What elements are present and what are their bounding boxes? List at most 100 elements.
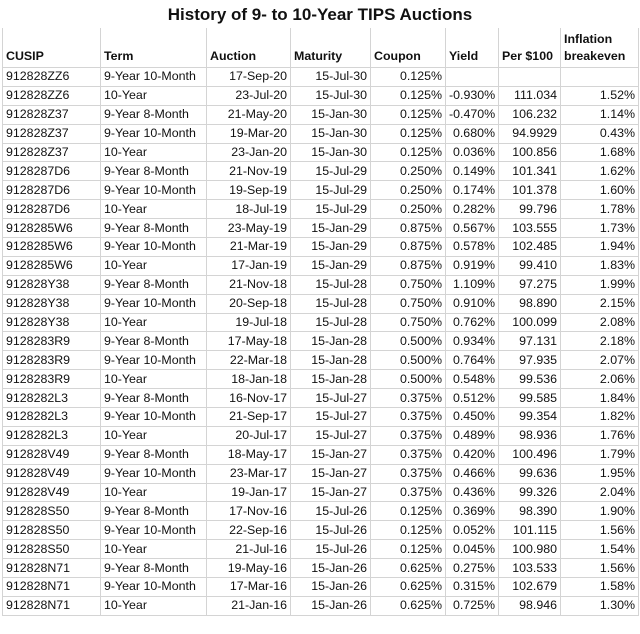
cell-maturity: 15-Jul-29 [290, 180, 371, 201]
cell-yield: 0.762% [445, 312, 499, 333]
cell-inflation-breakeven: 1.94% [560, 237, 639, 257]
cell-per-100: 99.326 [498, 482, 561, 503]
cell-coupon: 0.750% [370, 312, 446, 333]
cell-yield: 0.036% [445, 142, 499, 163]
cell-cusip: 9128287D6 [2, 180, 101, 201]
cell-inflation-breakeven: 1.60% [560, 180, 639, 201]
cell-per-100: 103.533 [498, 558, 561, 579]
cell-maturity: 15-Jan-29 [290, 218, 371, 239]
cell-auction: 17-Mar-16 [206, 577, 291, 597]
cell-yield: 0.450% [445, 407, 499, 427]
cell-inflation-breakeven: 1.14% [560, 104, 639, 125]
cell-term: 9-Year 10-Month [100, 293, 207, 314]
cell-cusip: 912828V49 [2, 482, 101, 503]
cell-cusip: 912828N71 [2, 577, 101, 597]
cell-yield: 0.369% [445, 501, 499, 522]
cell-yield: 0.919% [445, 255, 499, 276]
cell-maturity: 15-Jan-29 [290, 255, 371, 276]
cell-inflation-breakeven: 1.54% [560, 539, 639, 560]
cell-inflation-breakeven: 1.58% [560, 577, 639, 597]
cell-yield: -0.470% [445, 104, 499, 125]
cell-per-100: 99.410 [498, 255, 561, 276]
table-row: 912828S50 9-Year 8-Month 17-Nov-16 15-Jul-2… [2, 501, 639, 522]
cell-maturity: 15-Jul-27 [290, 388, 371, 409]
cell-inflation-breakeven: 1.79% [560, 444, 639, 465]
cell-auction: 21-Nov-19 [206, 161, 291, 182]
cell-per-100: 102.485 [498, 237, 561, 257]
cell-coupon: 0.875% [370, 218, 446, 239]
table-row: 912828N71 9-Year 8-Month 19-May-16 15-Jan-2… [2, 558, 639, 579]
cell-cusip: 9128285W6 [2, 218, 101, 239]
cell-yield: 0.436% [445, 482, 499, 503]
cell-coupon: 0.625% [370, 558, 446, 579]
cell-term: 9-Year 8-Month [100, 274, 207, 295]
cell-term: 9-Year 10-Month [100, 67, 207, 87]
header-per-100: Per $100 [498, 28, 561, 68]
cell-cusip: 912828ZZ6 [2, 85, 101, 106]
cell-maturity: 15-Jul-27 [290, 407, 371, 427]
header-inflation-breakeven: Inflation breakeven [560, 28, 639, 68]
cell-coupon: 0.500% [370, 369, 446, 390]
cell-coupon: 0.250% [370, 180, 446, 201]
cell-term: 10-Year [100, 255, 207, 276]
cell-inflation-breakeven: 1.99% [560, 274, 639, 295]
cell-maturity: 15-Jan-30 [290, 104, 371, 125]
cell-coupon: 0.875% [370, 237, 446, 257]
cell-maturity: 15-Jul-28 [290, 312, 371, 333]
cell-yield: 0.315% [445, 577, 499, 597]
table-row: 912828Y38 10-Year 19-Jul-18 15-Jul-28 0.750%… [2, 312, 639, 333]
cell-per-100: 99.354 [498, 407, 561, 427]
cell-inflation-breakeven: 1.78% [560, 199, 639, 220]
header-coupon: Coupon [370, 28, 446, 68]
cell-term: 10-Year [100, 425, 207, 446]
cell-per-100: 97.935 [498, 350, 561, 371]
cell-cusip: 9128282L3 [2, 425, 101, 446]
cell-cusip: 912828S50 [2, 520, 101, 541]
cell-coupon: 0.750% [370, 293, 446, 314]
table-row: 912828S50 9-Year 10-Month 22-Sep-16 15-Jul-… [2, 520, 639, 541]
cell-coupon: 0.375% [370, 425, 446, 446]
cell-maturity: 15-Jan-27 [290, 482, 371, 503]
header-maturity: Maturity [290, 28, 371, 68]
cell-per-100: 97.131 [498, 331, 561, 352]
cell-cusip: 912828Y38 [2, 293, 101, 314]
cell-per-100: 99.796 [498, 199, 561, 220]
cell-per-100: 98.936 [498, 425, 561, 446]
cell-inflation-breakeven: 1.90% [560, 501, 639, 522]
cell-maturity: 15-Jul-26 [290, 501, 371, 522]
cell-auction: 20-Sep-18 [206, 293, 291, 314]
cell-term: 9-Year 10-Month [100, 520, 207, 541]
cell-maturity: 15-Jan-28 [290, 331, 371, 352]
table-row: 912828N71 9-Year 10-Month 17-Mar-16 15-Jan-… [2, 577, 639, 597]
cell-cusip: 9128285W6 [2, 255, 101, 276]
cell-inflation-breakeven: 2.04% [560, 482, 639, 503]
table-row: 9128285W6 9-Year 10-Month 21-Mar-19 15-Jan-… [2, 237, 639, 257]
table-row: 9128285W6 9-Year 8-Month 23-May-19 15-Jan-2… [2, 218, 639, 239]
cell-per-100: 101.115 [498, 520, 561, 541]
cell-yield: 0.680% [445, 123, 499, 144]
cell-cusip: 9128283R9 [2, 369, 101, 390]
cell-auction: 16-Nov-17 [206, 388, 291, 409]
table-row: 9128283R9 9-Year 10-Month 22-Mar-18 15-Jan-… [2, 350, 639, 371]
cell-yield: 0.275% [445, 558, 499, 579]
cell-maturity: 15-Jan-27 [290, 444, 371, 465]
cell-per-100: 106.232 [498, 104, 561, 125]
cell-yield: 0.466% [445, 463, 499, 484]
cell-maturity: 15-Jul-26 [290, 520, 371, 541]
cell-cusip: 912828V49 [2, 444, 101, 465]
cell-auction: 19-May-16 [206, 558, 291, 579]
cell-auction: 23-Mar-17 [206, 463, 291, 484]
cell-yield: 0.045% [445, 539, 499, 560]
cell-term: 9-Year 8-Month [100, 388, 207, 409]
cell-cusip: 9128283R9 [2, 350, 101, 371]
cell-inflation-breakeven: 1.68% [560, 142, 639, 163]
cell-cusip: 912828Y38 [2, 312, 101, 333]
cell-maturity: 15-Jan-26 [290, 558, 371, 579]
cell-auction: 23-Jan-20 [206, 142, 291, 163]
table-row: 9128282L3 10-Year 20-Jul-17 15-Jul-27 0.375%… [2, 425, 639, 446]
cell-inflation-breakeven: 1.76% [560, 425, 639, 446]
cell-auction: 22-Sep-16 [206, 520, 291, 541]
table-row: 912828Z37 9-Year 10-Month 19-Mar-20 15-Jan-… [2, 123, 639, 144]
cell-yield: -0.930% [445, 85, 499, 106]
cell-term: 9-Year 10-Month [100, 123, 207, 144]
